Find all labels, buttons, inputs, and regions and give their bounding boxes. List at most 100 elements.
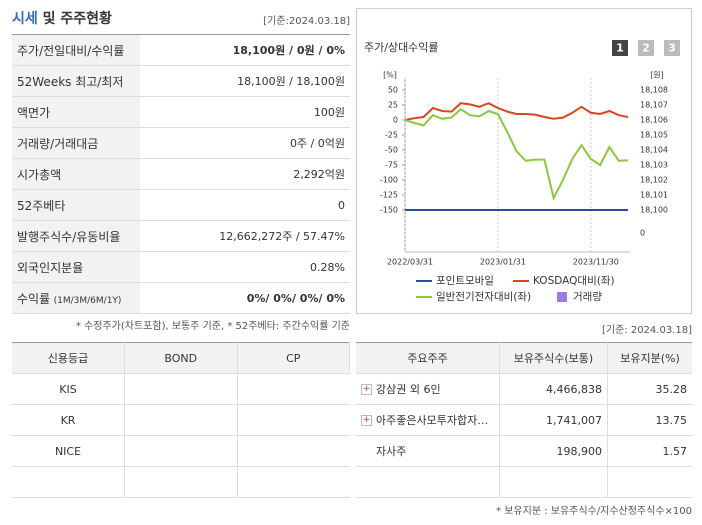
panel-border [356, 8, 692, 314]
tab-button[interactable] [612, 40, 628, 56]
y-tick-label: 25 [388, 101, 398, 110]
row-label: 발행주식수/유동비율 [12, 220, 140, 252]
row-label: 거래량/거래대금 [12, 127, 140, 159]
row-label: 52Weeks 최고/최저 [12, 65, 140, 97]
shares-cell [499, 466, 608, 498]
row-value: 12,662,272주 / 57.47% [140, 220, 350, 252]
row-value: 18,100원 / 18,100원 [140, 65, 350, 97]
header-row: 주요주주 보유주식수(보통) 보유지분(%) [356, 342, 692, 374]
cp-cell [237, 404, 350, 436]
tab-button[interactable] [664, 40, 680, 56]
shareholder-table: 주요주주 보유주식수(보통) 보유지분(%) + 강삼권 외 6인 4,466,838 35… [356, 342, 692, 498]
row-value: 0%/ 0%/ 0%/ 0% [140, 282, 350, 314]
bond-cell [124, 466, 238, 498]
row-label: 액면가 [12, 96, 140, 128]
shares-cell: 1,741,007 [499, 404, 608, 436]
agency-cell: KR [12, 404, 125, 436]
table-row: NICE [12, 435, 350, 467]
table-row: 주가/전일대비/수익률 18,100원 / 0원 / 0% [12, 34, 350, 66]
ratio-cell: 13.75 [607, 404, 692, 436]
ratio-cell: 35.28 [607, 373, 692, 405]
y-tick-label: 50 [388, 86, 398, 95]
holder-cell: + 아주좋은사모투자합자… [356, 404, 500, 436]
y-tick-label: -150 [380, 206, 398, 215]
holder-cell: 자사주 [356, 435, 500, 467]
table-row: 자사주 198,900 1.57 [356, 435, 692, 467]
header-row: 신용등급 BOND CP [12, 342, 350, 374]
row-value: 2,292억원 [140, 158, 350, 190]
legend-label: 일반전기전자대비(좌) [436, 290, 531, 303]
title-highlight: 시세 [12, 11, 38, 27]
column-header: CP [237, 342, 350, 374]
shareholder-date: [기준: 2024.03.18] [601, 325, 692, 336]
cp-cell [237, 466, 350, 498]
row-value: 0.28% [140, 251, 350, 283]
column-header: BOND [124, 342, 238, 374]
shares-cell: 4,466,838 [499, 373, 608, 405]
header-date: [기준:2024.03.18] [263, 16, 350, 27]
label-text: 시가총액 [17, 167, 62, 182]
y2-tick-label: 18,101 [640, 191, 668, 200]
table-row: 수익률 (1M/3M/6M/1Y) 0%/ 0%/ 0%/ 0% [12, 282, 350, 314]
label-text: 52주베타 [17, 198, 66, 213]
ratio-cell: 1.57 [607, 435, 692, 467]
row-value: 18,100원 / 0원 / 0% [140, 34, 350, 66]
column-header: 보유주식수(보통) [499, 342, 608, 374]
row-value: 0주 / 0억원 [140, 127, 350, 159]
tab-button-label[interactable]: 1 [616, 42, 624, 55]
price-note: * 수정주가(차트포함), 보통주 기준, * 52주베타: 주간수익률 기준 [75, 321, 350, 332]
y2-tick-label: 18,107 [640, 101, 668, 110]
label-text: 주가/전일대비/수익률 [17, 43, 125, 58]
holder-cell [356, 466, 500, 498]
x-tick-label: 2023/11/30 [573, 258, 619, 267]
row-label: 외국인지분율 [12, 251, 140, 283]
bond-cell [124, 373, 238, 405]
label-text: 거래량/거래대금 [17, 136, 99, 151]
row-value: 100원 [140, 96, 350, 128]
y-tick-label: -50 [385, 146, 398, 155]
y2-tick-label: 18,108 [640, 86, 668, 95]
legend-label: 포인트모바일 [436, 274, 494, 287]
y2-tick-label: 18,104 [640, 146, 668, 155]
y-unit: [%] [383, 71, 397, 80]
column-header: 보유지분(%) [607, 342, 692, 374]
row-label: 주가/전일대비/수익률 [12, 34, 140, 66]
tab-button-label[interactable]: 3 [668, 42, 676, 55]
label-text: 발행주식수/유동비율 [17, 229, 121, 244]
legend-label: 거래량 [573, 291, 602, 303]
holder-name: 강삼권 외 6인 [376, 383, 441, 396]
table-row: KR [12, 404, 350, 436]
y-tick-label: -75 [385, 161, 398, 170]
chart-panel: 주가/상대수익률 1 2 3 [%] [원] 50 25 0 -25 -50 -75 -100 -125 -… [356, 8, 692, 314]
y2-tick-label: 18,102 [640, 176, 668, 185]
y2-tick-label: 18,106 [640, 116, 668, 125]
table-row: 시가총액 2,292억원 [12, 158, 350, 190]
tab-button-label[interactable]: 2 [642, 42, 650, 55]
cp-cell [237, 373, 350, 405]
table-row: 거래량/거래대금 0주 / 0억원 [12, 127, 350, 159]
tab-button[interactable] [638, 40, 654, 56]
table-row [356, 466, 692, 498]
holder-name: 아주좋은사모투자합자… [376, 414, 489, 427]
column-header: 주요주주 [356, 342, 500, 374]
chart-title: 주가/상대수익률 [364, 41, 439, 54]
agency-cell: KIS [12, 373, 125, 405]
table-row: KIS [12, 373, 350, 405]
legend-label: KOSDAQ대비(좌) [533, 275, 615, 287]
y2-tick-label: 18,105 [640, 131, 668, 140]
row-value: 0 [140, 189, 350, 221]
shares-cell: 198,900 [499, 435, 608, 467]
ratio-cell [607, 466, 692, 498]
y2-tick-label: 18,103 [640, 161, 668, 170]
expand-icon[interactable]: + [361, 414, 372, 426]
expand-icon[interactable]: + [361, 383, 372, 395]
label-text: 52Weeks 최고/최저 [17, 74, 124, 89]
price-table: 주가/전일대비/수익률 18,100원 / 0원 / 0% 52Weeks 최고/최… [12, 34, 350, 314]
table-row: 발행주식수/유동비율 12,662,272주 / 57.47% [12, 220, 350, 252]
label-text: 수익률 [17, 291, 51, 306]
table-row: 52Weeks 최고/최저 18,100원 / 18,100원 [12, 65, 350, 97]
y-tick-label: -100 [380, 176, 398, 185]
table-row: + 아주좋은사모투자합자… 1,741,007 13.75 [356, 404, 692, 436]
row-label: 수익률 (1M/3M/6M/1Y) [12, 282, 140, 314]
